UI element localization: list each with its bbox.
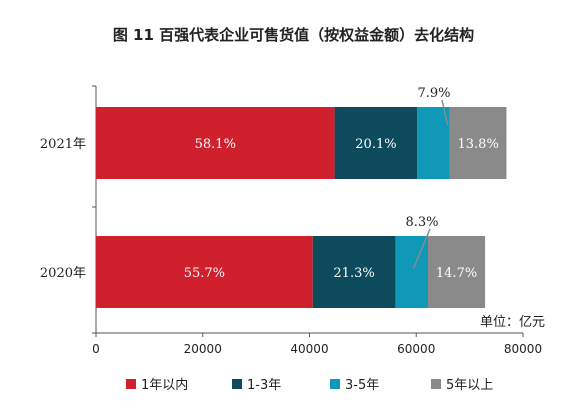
bar-segment — [334, 107, 418, 179]
data-label: 58.1% — [195, 137, 236, 152]
bar-labels: 58.1% 20.1% 7.9% 13.8% 55.7% 21.3% 8.3% 14.7% — [184, 86, 499, 281]
legend-item: 1-3年 — [232, 378, 281, 393]
data-label: 20.1% — [355, 137, 396, 152]
legend-label: 1-3年 — [247, 378, 281, 393]
legend-swatch — [431, 379, 441, 389]
legend: 1年以内 1-3年 3-5年 5年以上 — [126, 377, 493, 393]
data-label: 21.3% — [333, 266, 374, 281]
data-label: 55.7% — [184, 266, 225, 281]
axes: 0 20000 40000 60000 80000 2021年 2020年 — [40, 85, 542, 356]
bar-segment — [417, 107, 450, 179]
category-label: 2020年 — [40, 266, 86, 281]
legend-swatch — [330, 379, 340, 389]
legend-item: 5年以上 — [431, 378, 493, 393]
bar-segment — [427, 236, 486, 308]
leader-line — [441, 99, 449, 126]
bar-segment — [96, 236, 313, 308]
legend-label: 1年以内 — [141, 377, 188, 393]
category-label: 2021年 — [40, 137, 86, 152]
legend-item: 3-5年 — [330, 378, 379, 393]
data-label: 8.3% — [405, 215, 438, 230]
x-tick-label: 20000 — [184, 342, 222, 356]
bar-segment — [449, 107, 507, 179]
leader-line — [413, 228, 431, 269]
bar-segment — [96, 107, 335, 179]
legend-label: 5年以上 — [446, 378, 493, 393]
x-tick-label: 40000 — [290, 342, 328, 356]
bar-segment — [312, 236, 396, 308]
bars — [96, 107, 507, 308]
legend-swatch — [126, 379, 136, 389]
x-tick-label: 60000 — [397, 342, 435, 356]
x-tick-label: 0 — [92, 342, 100, 356]
legend-label: 3-5年 — [345, 378, 379, 393]
unit-label: 单位：亿元 — [480, 315, 545, 330]
chart-title: 图 11 百强代表企业可售货值（按权益金额）去化结构 — [112, 26, 475, 44]
legend-item: 1年以内 — [126, 377, 188, 393]
legend-swatch — [232, 379, 242, 389]
data-label: 13.8% — [458, 137, 499, 152]
data-label: 14.7% — [436, 266, 477, 281]
data-label: 7.9% — [417, 86, 450, 101]
x-tick-label: 80000 — [504, 342, 542, 356]
